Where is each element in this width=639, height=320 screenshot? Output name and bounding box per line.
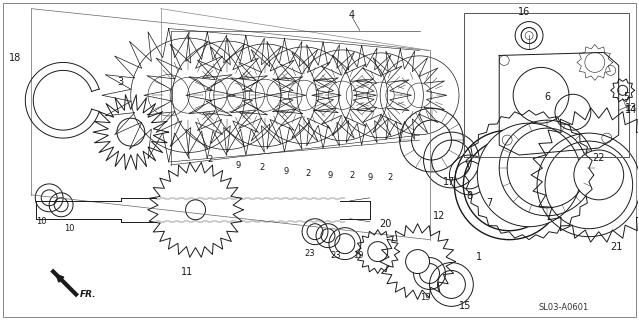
Text: 14: 14 <box>624 105 637 115</box>
Text: 2: 2 <box>259 164 265 172</box>
Text: 1: 1 <box>476 252 482 261</box>
Text: 9: 9 <box>284 167 289 176</box>
Text: SL03-A0601: SL03-A0601 <box>539 303 589 312</box>
Text: 9: 9 <box>327 172 332 180</box>
Text: 16: 16 <box>518 7 530 17</box>
Text: 2: 2 <box>387 173 392 182</box>
Text: 13: 13 <box>624 103 637 113</box>
Text: 2: 2 <box>350 172 355 180</box>
Circle shape <box>185 200 206 220</box>
Text: 9: 9 <box>367 173 373 182</box>
Text: 20: 20 <box>380 219 392 229</box>
Text: 4: 4 <box>349 10 355 20</box>
Text: 22: 22 <box>592 153 605 163</box>
Text: 18: 18 <box>9 53 22 63</box>
Text: 15: 15 <box>459 301 472 311</box>
Text: 2: 2 <box>305 169 311 179</box>
Text: 23: 23 <box>305 249 316 258</box>
Text: FR.: FR. <box>80 291 96 300</box>
Text: 23: 23 <box>330 251 341 260</box>
Text: 21: 21 <box>610 242 623 252</box>
Text: 8: 8 <box>466 191 472 201</box>
Text: 11: 11 <box>181 267 194 276</box>
Text: 10: 10 <box>64 224 74 233</box>
Circle shape <box>406 250 429 274</box>
Circle shape <box>477 123 581 227</box>
Text: 12: 12 <box>433 211 445 221</box>
Text: 6: 6 <box>544 92 550 102</box>
Circle shape <box>574 150 624 200</box>
Text: 10: 10 <box>36 217 47 226</box>
Text: 5: 5 <box>624 92 630 102</box>
Text: 2: 2 <box>208 156 213 164</box>
Circle shape <box>368 242 388 261</box>
Circle shape <box>618 85 627 95</box>
Text: 9: 9 <box>236 162 241 171</box>
Circle shape <box>117 118 145 146</box>
Text: 19: 19 <box>420 293 431 302</box>
Text: 7: 7 <box>486 198 493 208</box>
Text: 17: 17 <box>443 177 456 187</box>
Text: 19: 19 <box>353 251 364 260</box>
Text: 3: 3 <box>118 77 124 87</box>
